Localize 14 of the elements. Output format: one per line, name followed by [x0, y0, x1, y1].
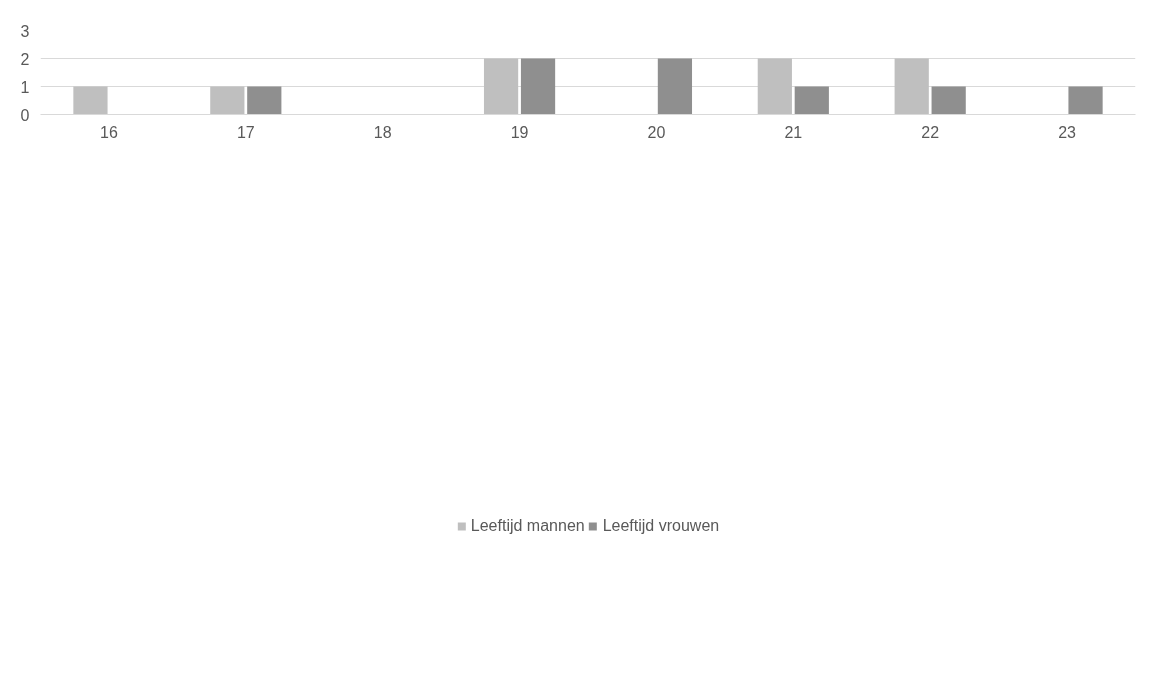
- legend-label: Leeftijd mannen: [470, 516, 585, 535]
- x-tick-label: 21: [784, 123, 803, 141]
- y-tick-label: 2: [20, 50, 30, 68]
- legend-label: Leeftijd vrouwen: [602, 516, 720, 535]
- x-tick-label: 23: [1058, 123, 1077, 141]
- x-tick-label: 16: [100, 123, 118, 141]
- x-tick-label: 20: [647, 123, 666, 141]
- y-tick-label: 1: [20, 78, 30, 96]
- x-tick-label: 18: [373, 123, 392, 141]
- x-tick-label: 22: [921, 123, 940, 141]
- x-tick-label: 19: [510, 123, 529, 141]
- y-tick-label: 0: [20, 106, 30, 124]
- y-tick-label: 3: [20, 22, 30, 40]
- x-tick-label: 17: [236, 123, 255, 141]
